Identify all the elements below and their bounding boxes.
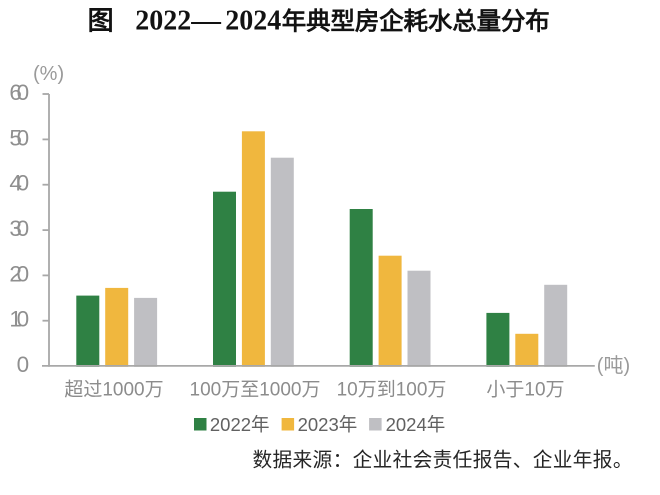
svg-text:(吨): (吨)	[597, 354, 630, 377]
svg-text:2024年: 2024年	[386, 414, 446, 435]
svg-text:图: 图	[88, 7, 114, 36]
svg-text:2024: 2024	[225, 6, 281, 37]
svg-text:2023年: 2023年	[298, 414, 358, 435]
svg-text:0: 0	[17, 352, 30, 377]
svg-text:50: 50	[9, 125, 29, 150]
svg-text:10万到100万: 10万到100万	[337, 379, 447, 401]
svg-text:40: 40	[9, 171, 29, 196]
svg-text:60: 60	[9, 80, 29, 105]
svg-text:2022年: 2022年	[210, 414, 270, 435]
svg-text:超过1000万: 超过1000万	[64, 379, 163, 401]
svg-text:100万至1000万: 100万至1000万	[190, 380, 321, 401]
svg-text:30: 30	[9, 216, 29, 241]
svg-text:数据来源：企业社会责任报告、企业年报。: 数据来源：企业社会责任报告、企业年报。	[253, 450, 633, 472]
svg-text:年典型房企耗水总量分布: 年典型房企耗水总量分布	[282, 7, 550, 36]
svg-text:20: 20	[9, 261, 29, 286]
svg-text:10: 10	[9, 307, 29, 332]
svg-text:(%): (%)	[33, 63, 64, 85]
svg-text:—: —	[190, 6, 222, 37]
svg-text:2022: 2022	[135, 6, 191, 37]
svg-text:小于10万: 小于10万	[486, 379, 564, 401]
